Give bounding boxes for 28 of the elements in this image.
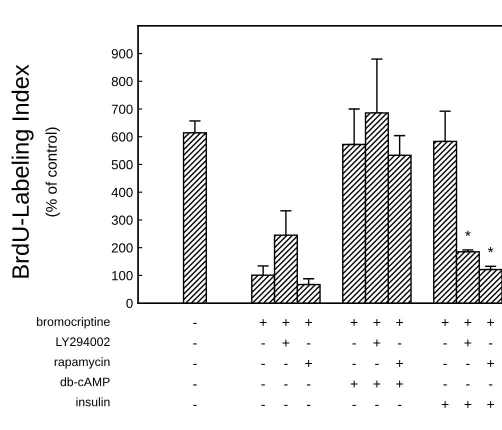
category-label: + - - + - <box>350 319 358 406</box>
category-label: - - - - - <box>193 322 197 406</box>
y-tick-label: 100 <box>112 270 133 280</box>
category-label: + - + + - <box>396 319 404 406</box>
y-tick-label: 900 <box>112 49 133 58</box>
category-label: + - + - + <box>487 319 494 408</box>
y-tick-label: 0 <box>126 298 133 308</box>
y-tick-label: 700 <box>112 104 133 114</box>
y-tick-label: 200 <box>112 243 133 253</box>
y-axis-title: BrdU-Labeling Index (% of control) <box>12 64 60 278</box>
text: insulin <box>76 397 110 406</box>
text: LY294002 <box>56 337 110 346</box>
text: bromocriptine <box>37 317 110 328</box>
y-tick-label: 800 <box>112 76 133 86</box>
category-label: + - - - + <box>442 319 449 408</box>
y-tick-label: 500 <box>112 160 133 170</box>
y-tick-label: 600 <box>112 132 133 142</box>
y-tick-label: 400 <box>111 188 133 198</box>
annotation: * <box>465 230 471 236</box>
category-label: + - - - - <box>260 319 267 406</box>
category-label: + + - - + <box>464 319 472 408</box>
annotation: * <box>488 247 494 252</box>
category-label: + - + - - <box>305 319 312 406</box>
category-label: + + - - - <box>282 319 290 406</box>
category-label: + + - + - <box>374 319 380 406</box>
y-tick-label: 300 <box>112 216 133 225</box>
text: rapamycin <box>54 357 110 369</box>
text: db-cAMP <box>60 377 110 386</box>
